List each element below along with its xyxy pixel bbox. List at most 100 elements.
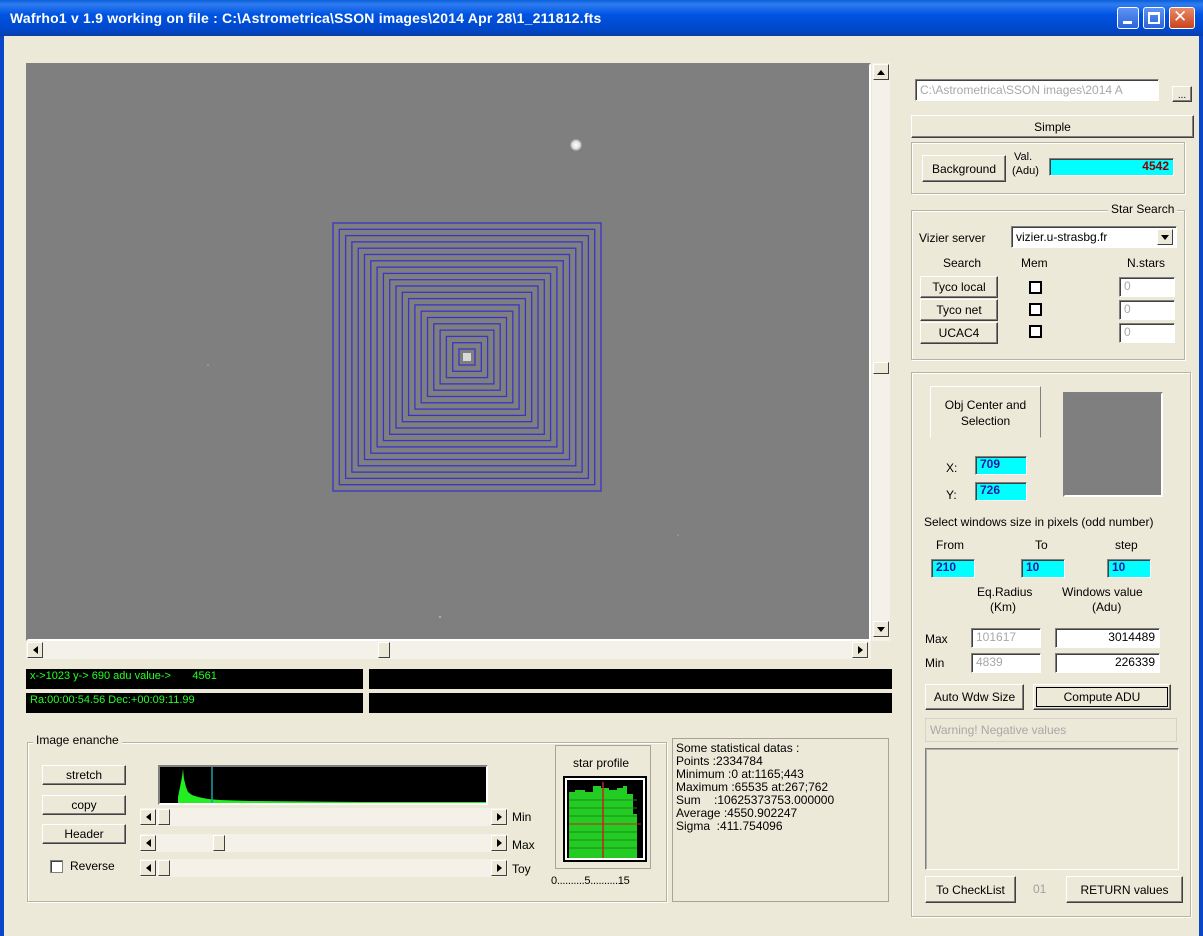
browse-button[interactable]: ... (1172, 86, 1192, 102)
horizontal-scroll-thumb[interactable] (378, 642, 390, 658)
close-button[interactable]: ✕ (1169, 7, 1195, 29)
min-radius-field[interactable]: 4839 (971, 653, 1041, 673)
toy-slider-left[interactable] (140, 860, 156, 876)
toy-slider[interactable] (140, 859, 508, 877)
tyco-net-count[interactable]: 0 (1119, 300, 1175, 320)
windows-value-label: Windows value (1062, 585, 1143, 599)
aperture-square (338, 228, 596, 486)
vizier-server-select[interactable]: vizier.u-strasbg.fr (1011, 226, 1177, 248)
auto-window-size-button[interactable]: Auto Wdw Size (925, 684, 1024, 710)
compute-adu-button[interactable]: Compute ADU (1033, 684, 1171, 710)
min-slider-thumb[interactable] (158, 809, 170, 825)
image-enhance-group (27, 742, 667, 902)
return-values-button[interactable]: RETURN values (1066, 876, 1183, 903)
background-value: 4542 (1049, 158, 1174, 176)
max-slider-right[interactable] (491, 835, 507, 851)
object-thumbnail (1063, 392, 1163, 497)
star-profile-graph (567, 780, 643, 858)
toy-slider-thumb[interactable] (158, 860, 170, 876)
max-slider[interactable] (140, 834, 508, 852)
aperture-square (332, 222, 602, 492)
tyco-net-button[interactable]: Tyco net (920, 299, 998, 321)
from-value[interactable]: 210 (931, 559, 975, 578)
fits-image (207, 138, 679, 619)
toy-slider-right[interactable] (491, 860, 507, 876)
ucac4-count[interactable]: 0 (1119, 323, 1175, 343)
eq-radius-label: Eq.Radius (977, 585, 1033, 599)
star-profile-axis: 0..........5..........15 (551, 875, 630, 887)
maximize-button[interactable] (1143, 7, 1165, 29)
vizier-server-label: Vizier server (919, 231, 986, 245)
aperture-squares (332, 222, 602, 492)
to-checklist-button[interactable]: To CheckList (925, 876, 1016, 903)
tyco-net-mem-checkbox[interactable] (1029, 303, 1042, 316)
image-horizontal-scrollbar[interactable] (26, 641, 871, 659)
x-value[interactable]: 709 (975, 456, 1027, 475)
checklist-count: 01 (1033, 882, 1047, 896)
aperture-square (439, 329, 495, 385)
image-viewport[interactable] (26, 63, 871, 641)
scroll-right-button[interactable] (852, 642, 868, 658)
stretch-button[interactable]: stretch (42, 765, 126, 785)
scroll-down-button[interactable] (873, 621, 889, 637)
to-value[interactable]: 10 (1021, 559, 1065, 578)
aperture-square (407, 297, 527, 417)
aperture-square (344, 234, 590, 480)
max-slider-thumb[interactable] (213, 835, 225, 851)
val-label: Val. (1014, 151, 1033, 163)
y-value[interactable]: 726 (975, 482, 1027, 501)
aperture-square (433, 323, 501, 391)
aperture-square (370, 260, 564, 454)
aperture-square (389, 279, 545, 435)
simple-mode-button[interactable]: Simple (911, 115, 1194, 138)
file-path-field[interactable]: C:\Astrometrica\SSON images\2014 A (915, 79, 1159, 101)
eq-radius-unit: (Km) (990, 600, 1016, 614)
to-label: To (1035, 538, 1048, 552)
min-slider[interactable] (140, 808, 508, 826)
min-slider-left[interactable] (140, 809, 156, 825)
max-slider-left[interactable] (140, 835, 156, 851)
aperture-square (382, 272, 552, 442)
header-button[interactable]: Header (42, 824, 126, 844)
coordinate-status: Ra:00:00:54.56 Dec:+00:09:11.99 (26, 693, 363, 713)
histogram-plot (178, 767, 486, 803)
aperture-square (414, 304, 520, 410)
ucac4-button[interactable]: UCAC4 (920, 322, 998, 344)
minimize-icon (1123, 21, 1132, 24)
min-slider-right[interactable] (491, 809, 507, 825)
chevron-down-icon (1161, 234, 1169, 240)
step-value[interactable]: 10 (1107, 559, 1151, 578)
image-vertical-scrollbar[interactable] (872, 63, 890, 641)
ucac4-mem-checkbox[interactable] (1029, 325, 1042, 338)
aperture-square (401, 291, 533, 423)
vertical-scroll-thumb[interactable] (873, 362, 889, 374)
warning-field: Warning! Negative values (925, 718, 1177, 742)
minimize-button[interactable] (1117, 7, 1139, 29)
tyco-local-count[interactable]: 0 (1119, 277, 1175, 297)
mem-column-header: Mem (1021, 256, 1048, 270)
min-value-field[interactable]: 226339 (1055, 653, 1160, 673)
statistics-text: Some statistical datas : Points :2334784… (676, 741, 835, 833)
star-profile-plot (563, 776, 647, 862)
adu-label: (Adu) (1012, 165, 1039, 177)
tyco-local-mem-checkbox[interactable] (1029, 281, 1042, 294)
vizier-dropdown-button[interactable] (1157, 229, 1173, 245)
aperture-square (357, 247, 577, 467)
reverse-checkbox[interactable] (50, 860, 63, 873)
scroll-left-button[interactable] (27, 642, 43, 658)
aperture-square (363, 253, 571, 461)
status-extra-2 (369, 693, 892, 713)
scroll-up-button[interactable] (873, 64, 889, 80)
y-label: Y: (946, 488, 957, 502)
max-label: Max (925, 632, 948, 646)
max-value-field[interactable]: 3014489 (1055, 628, 1160, 648)
copy-button[interactable]: copy (42, 795, 126, 815)
obj-center-tab[interactable] (930, 386, 1041, 438)
max-radius-field[interactable]: 101617 (971, 628, 1041, 648)
x-label: X: (946, 461, 958, 475)
aperture-square (395, 285, 539, 429)
status-extra-1 (369, 669, 892, 689)
aperture-square (445, 335, 489, 379)
tyco-local-button[interactable]: Tyco local (920, 276, 998, 298)
background-button[interactable]: Background (922, 155, 1006, 182)
